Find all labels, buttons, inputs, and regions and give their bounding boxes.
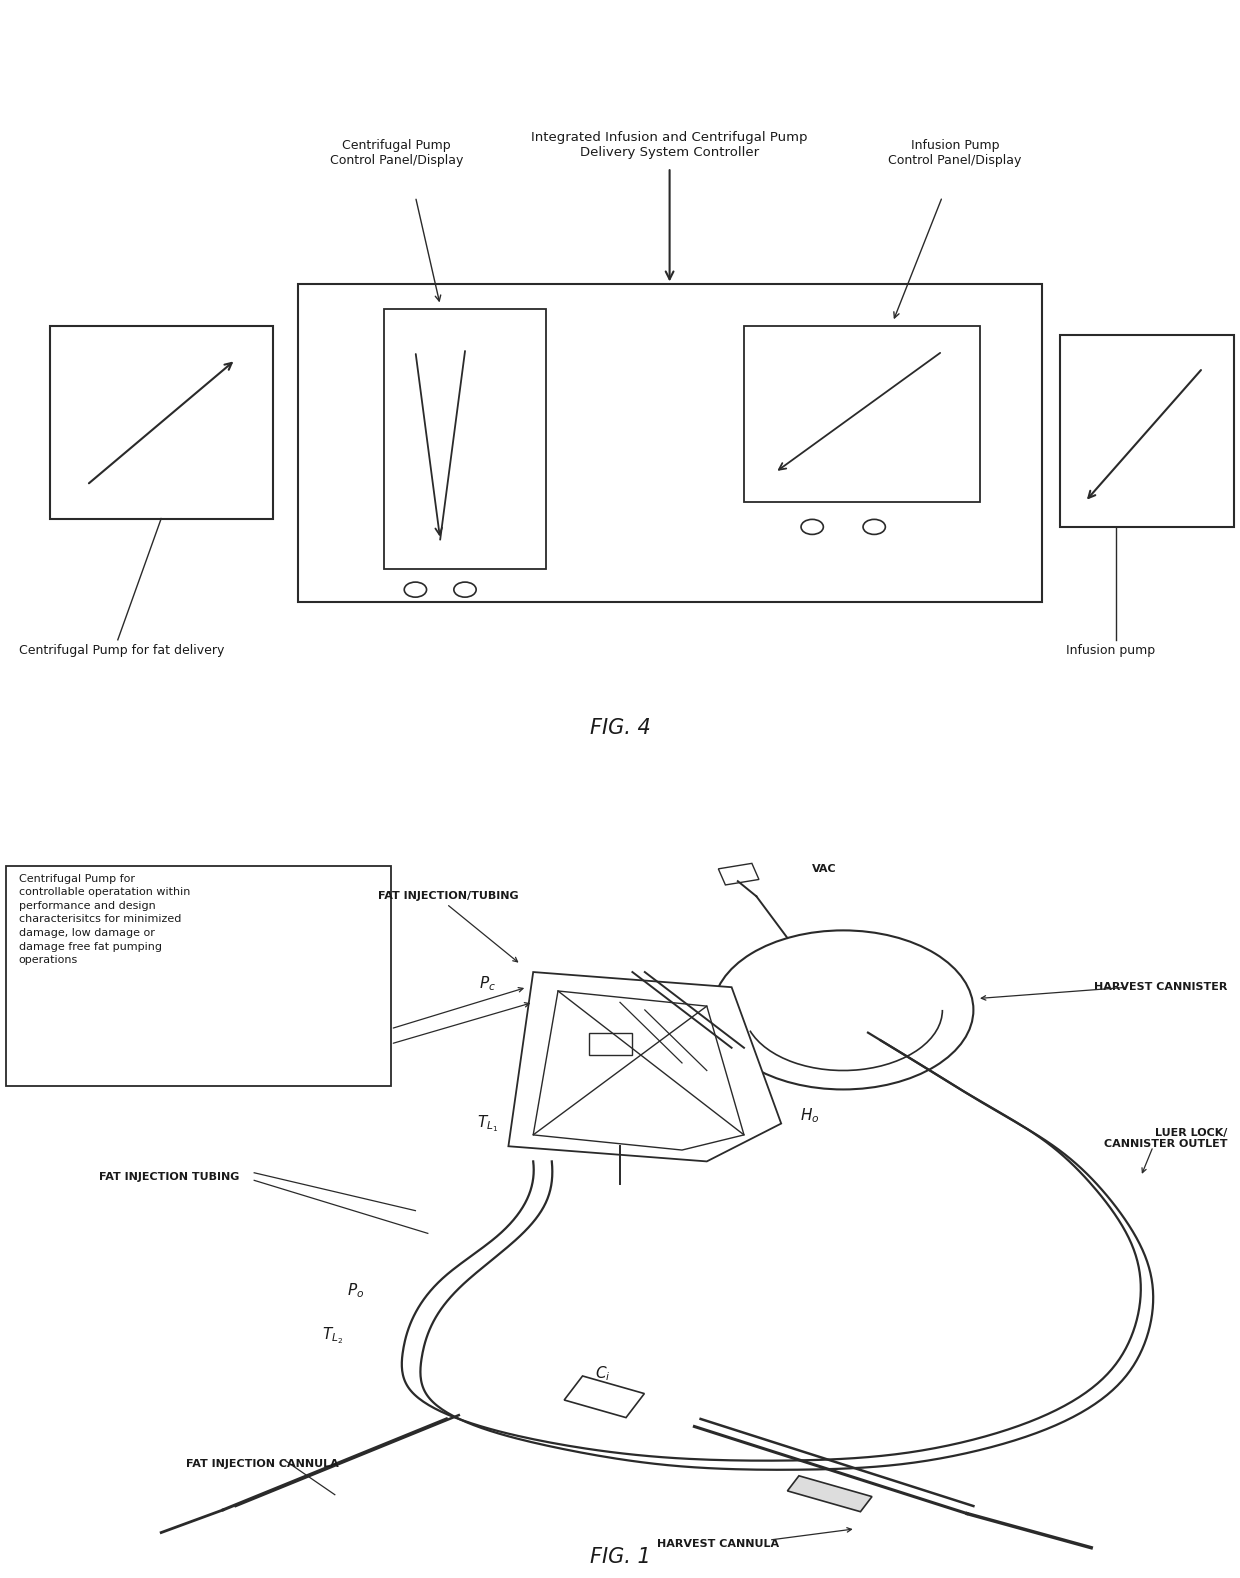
Polygon shape	[533, 991, 744, 1150]
Text: $T_{L_1}$: $T_{L_1}$	[477, 1112, 498, 1135]
Text: Infusion pump: Infusion pump	[1066, 644, 1156, 656]
Bar	[6, 866, 391, 1086]
Bar	[787, 1475, 872, 1512]
Text: VAC: VAC	[812, 863, 837, 874]
Text: $P_c$: $P_c$	[479, 974, 496, 993]
Bar	[744, 327, 980, 502]
Bar	[589, 1032, 632, 1056]
Text: Infusion Pump
Control Panel/Display: Infusion Pump Control Panel/Display	[888, 139, 1022, 167]
Text: LUER LOCK/
CANNISTER OUTLET: LUER LOCK/ CANNISTER OUTLET	[1104, 1128, 1228, 1149]
Circle shape	[454, 582, 476, 596]
Text: HARVEST CANNISTER: HARVEST CANNISTER	[1094, 982, 1228, 993]
Bar	[384, 309, 546, 568]
Text: $P_o$: $P_o$	[347, 1281, 365, 1300]
Bar	[718, 863, 759, 885]
Circle shape	[713, 931, 973, 1089]
Text: FIG. 1: FIG. 1	[590, 1546, 650, 1567]
Text: HARVEST CANNULA: HARVEST CANNULA	[657, 1539, 779, 1550]
Bar	[1060, 335, 1234, 527]
Bar	[298, 284, 1042, 603]
Text: Centrifugal Pump for fat delivery: Centrifugal Pump for fat delivery	[19, 644, 224, 656]
Text: $H_o$: $H_o$	[800, 1106, 820, 1125]
Circle shape	[801, 519, 823, 535]
Text: Centrifugal Pump
Control Panel/Display: Centrifugal Pump Control Panel/Display	[330, 139, 464, 167]
Text: FAT INJECTION/TUBING: FAT INJECTION/TUBING	[378, 892, 518, 901]
Circle shape	[404, 582, 427, 596]
Polygon shape	[508, 972, 781, 1161]
Bar	[50, 327, 273, 519]
Circle shape	[863, 519, 885, 535]
Text: FAT INJECTION TUBING: FAT INJECTION TUBING	[99, 1171, 239, 1182]
Bar	[564, 1376, 645, 1417]
Text: Centrifugal Pump for
controllable operatation within
performance and design
char: Centrifugal Pump for controllable operat…	[19, 874, 190, 966]
Text: Integrated Infusion and Centrifugal Pump
Delivery System Controller: Integrated Infusion and Centrifugal Pump…	[532, 131, 807, 159]
Text: FAT INJECTION CANNULA: FAT INJECTION CANNULA	[186, 1460, 339, 1469]
Text: $C_i$: $C_i$	[595, 1363, 611, 1382]
Text: $T_{L_2}$: $T_{L_2}$	[322, 1326, 343, 1346]
Text: FIG. 4: FIG. 4	[590, 718, 650, 737]
